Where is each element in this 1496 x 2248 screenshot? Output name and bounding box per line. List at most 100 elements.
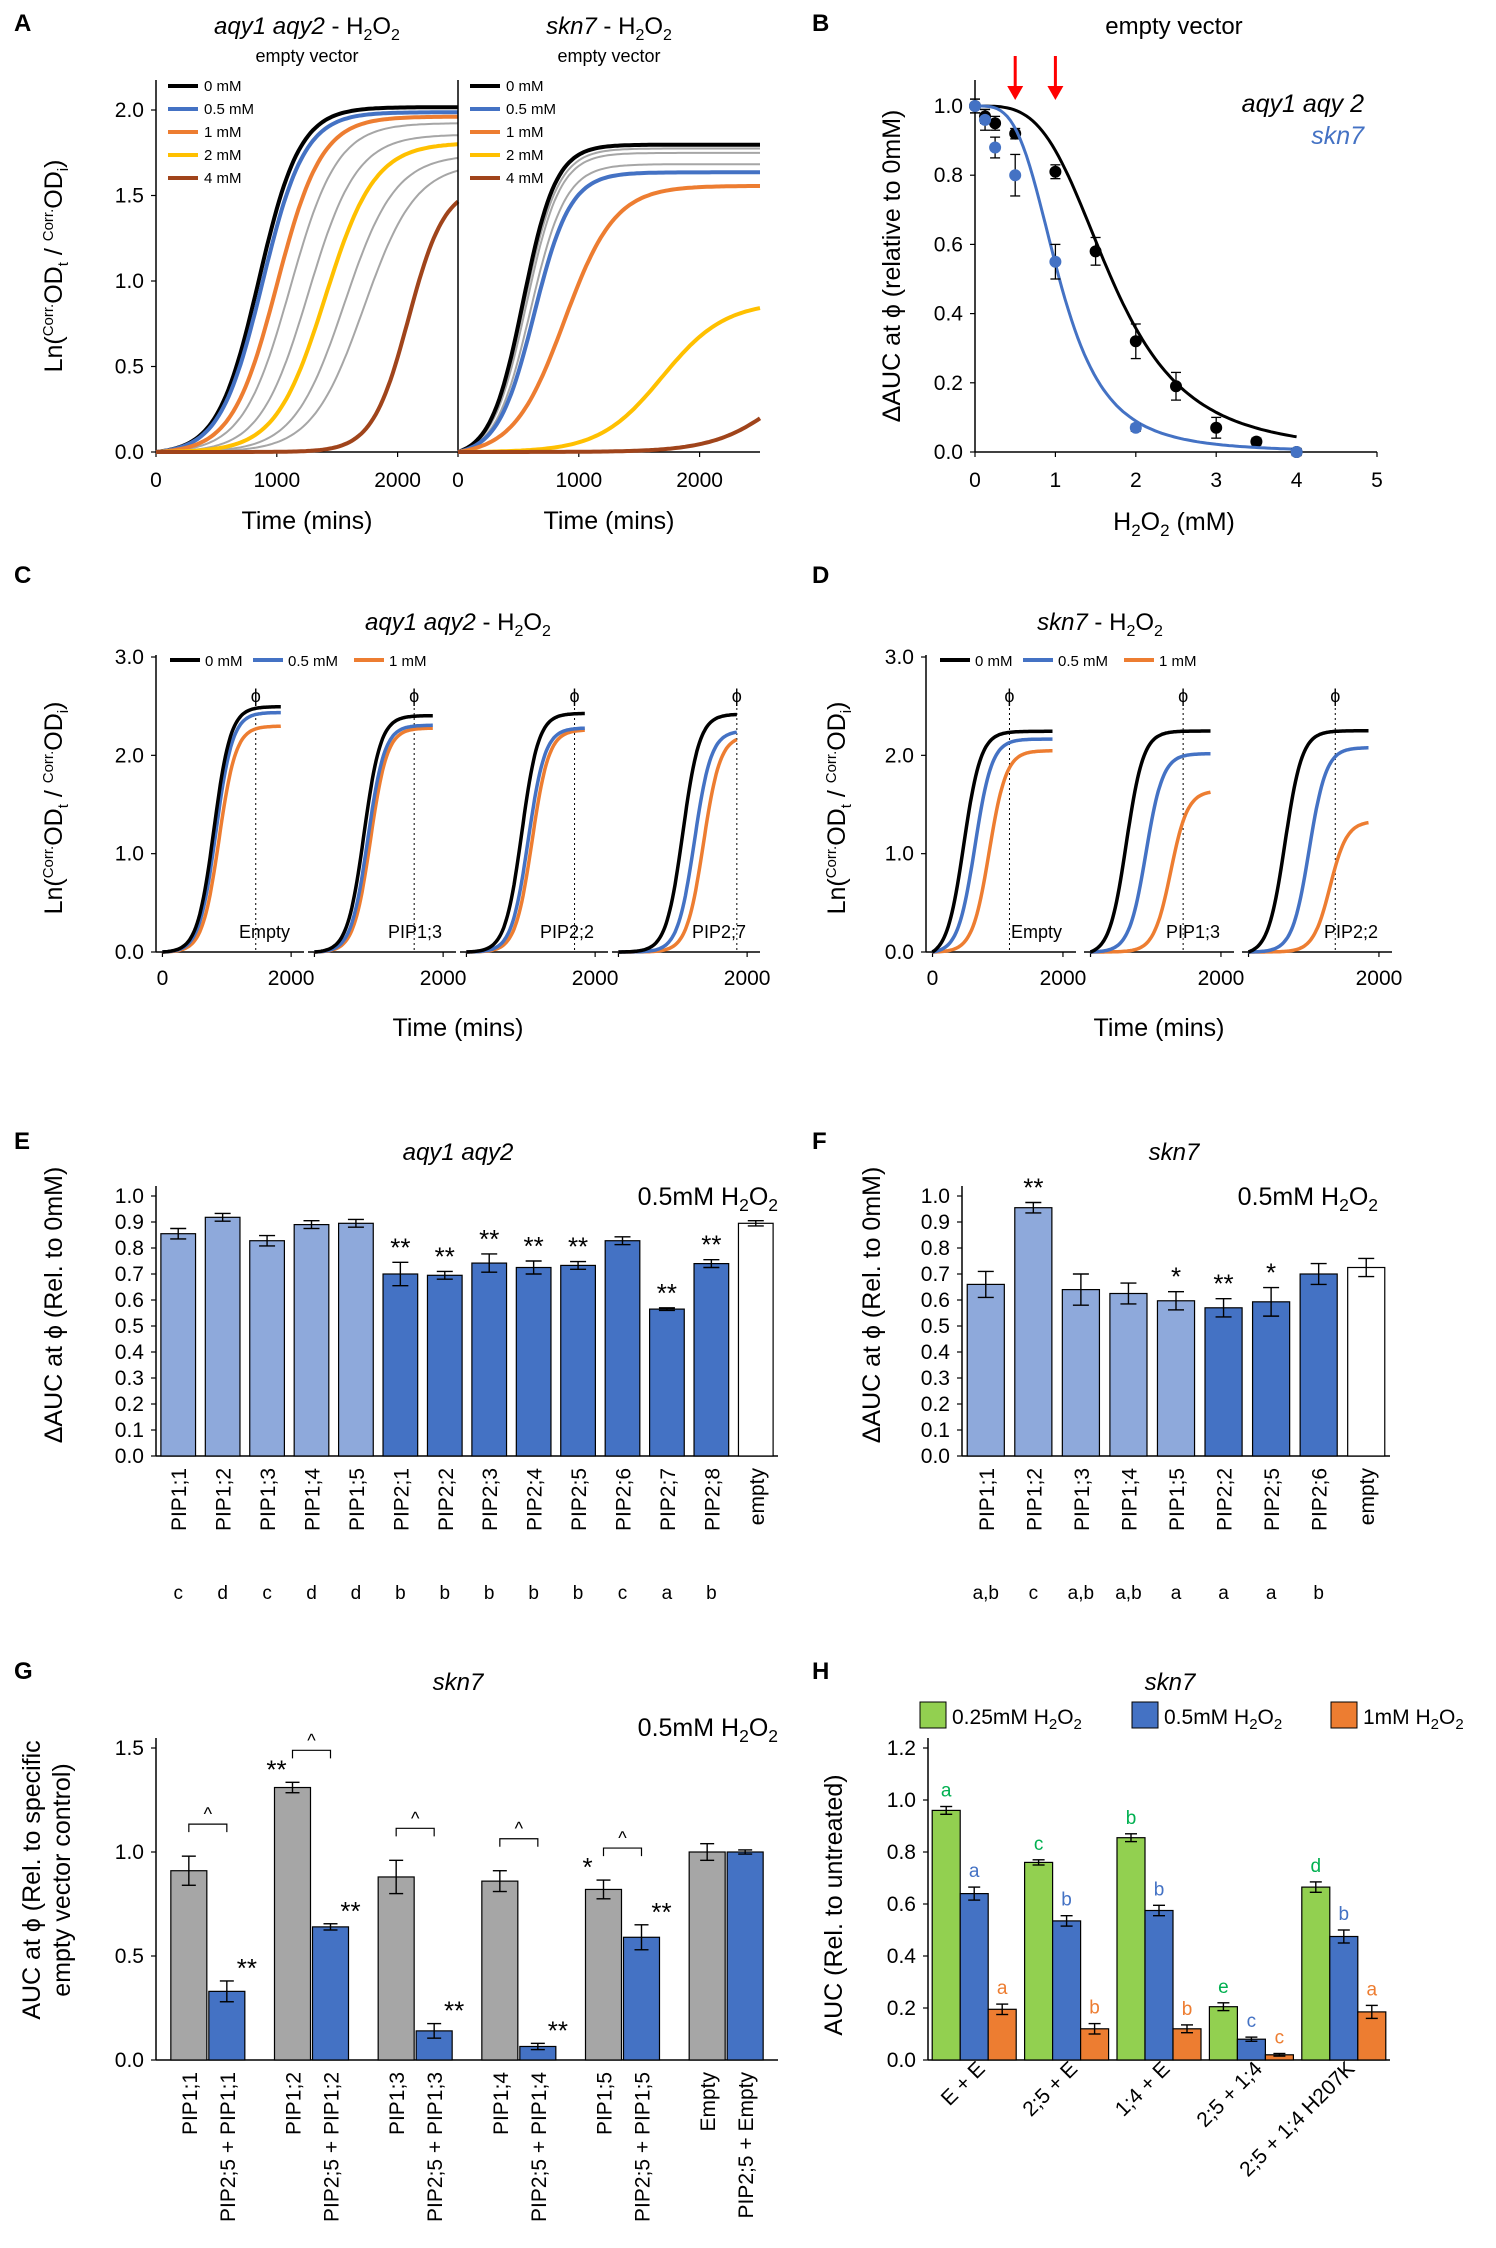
y-tick-label: 1.5 — [115, 185, 144, 208]
legend-label: 0 mM — [975, 653, 1013, 670]
significance-mark: ** — [390, 1232, 410, 1262]
significance-mark: ** — [1213, 1269, 1233, 1299]
y-tick-label: 1.0 — [887, 1789, 916, 1812]
x-tick-label: 2000 — [724, 967, 771, 990]
x-axis-label: Time (mins) — [1093, 1014, 1224, 1042]
bar — [1299, 1273, 1338, 1457]
annotation: 0.5mM H2O2 — [638, 1183, 778, 1215]
bar — [1251, 1301, 1291, 1457]
bar — [1156, 1300, 1196, 1457]
x-tick-label: 2000 — [572, 967, 619, 990]
data-point — [1170, 380, 1182, 393]
significance-mark: ** — [651, 1897, 671, 1927]
group-letter: c — [173, 1583, 183, 1604]
x-category-label: 2;5 + 1;4 — [1192, 2057, 1267, 2132]
group-letter: b — [1154, 1879, 1165, 1900]
legend-label-skn7: skn7 — [1311, 122, 1365, 150]
x-category-label: PIP2;5 + PIP1;2 — [321, 2072, 344, 2222]
legend-label: 1mM H2O2 — [1363, 1706, 1464, 1733]
bar — [293, 1223, 330, 1457]
phi-label: ϕ — [251, 686, 261, 706]
x-category-label: PIP1;3 — [386, 2072, 409, 2135]
significance-mark: ** — [444, 1996, 464, 2026]
group-letter: a — [969, 1861, 980, 1882]
bar — [1172, 2028, 1202, 2061]
x-tick-label: 0 — [150, 469, 162, 492]
data-point — [1049, 165, 1062, 178]
x-category-label: PIP2;1 — [390, 1468, 413, 1531]
y-axis-label: ΔAUC at ϕ (relative to 0mM) — [878, 110, 906, 423]
x-tick-label: 5 — [1371, 469, 1383, 492]
phi-label: ϕ — [1178, 686, 1188, 706]
x-category-label: PIP2;2 — [435, 1468, 458, 1531]
legend-label: 2 mM — [506, 147, 544, 164]
y-tick-label: 2.0 — [115, 744, 144, 767]
bar — [966, 1283, 1005, 1457]
x-tick-label: 1 — [1050, 469, 1062, 492]
curve-orange — [932, 749, 1053, 954]
panel-label-H: H — [812, 1658, 829, 1685]
legend-label: 0.5 mM — [288, 653, 338, 670]
panel-label-F: F — [812, 1128, 827, 1155]
x-category-label: PIP1;3 — [1071, 1468, 1094, 1531]
subpanel-label: Empty — [239, 922, 290, 942]
bar — [338, 1222, 374, 1457]
data-point — [1089, 245, 1102, 258]
y-tick-label: 1.0 — [921, 1185, 950, 1208]
y-tick-label: 0.2 — [887, 1997, 916, 2020]
y-tick-label: 0.4 — [115, 1341, 145, 1364]
group-letter: c — [1034, 1834, 1044, 1855]
x-category-label: E + E — [937, 2057, 990, 2110]
legend-label: 0.25mM H2O2 — [952, 1706, 1082, 1733]
x-category-label: 1;4 + E — [1111, 2057, 1175, 2121]
significance-mark: ** — [568, 1232, 588, 1262]
x-category-label: PIP2;3 — [479, 1468, 502, 1531]
x-category-label: 2;5 + E — [1018, 2057, 1082, 2121]
group-letter: b — [1339, 1904, 1350, 1925]
legend-label: 2 mM — [204, 147, 242, 164]
x-category-label: PIP2;5 + PIP1;4 — [528, 2072, 551, 2222]
curve-black — [162, 705, 281, 954]
curve-4-mM — [458, 416, 762, 454]
x-category-label: PIP1;4 — [1118, 1468, 1141, 1531]
x-category-label: PIP1;5 — [594, 2072, 617, 2135]
curve-black — [1089, 729, 1211, 954]
panel-C-y-label: Ln(Corr.ODt / Corr.ODi) — [40, 702, 72, 915]
significance-mark: * — [1266, 1258, 1276, 1288]
y-axis-label: ΔAUC at ϕ (Rel. to 0mM) — [858, 1167, 886, 1444]
group-letter: a,b — [1068, 1583, 1094, 1604]
y-axis-label: ΔAUC at ϕ (Rel. to 0mM) — [40, 1167, 68, 1444]
data-point — [1290, 446, 1303, 458]
panel-B-title: empty vector — [1105, 13, 1242, 40]
bar — [160, 1233, 197, 1457]
group-letter: c — [262, 1583, 272, 1604]
bracket-mark: ^ — [618, 1828, 627, 1848]
bar — [311, 1926, 350, 2061]
x-category-label: PIP2;4 — [524, 1468, 547, 1531]
y-tick-label: 0.3 — [115, 1367, 144, 1390]
group-letter: c — [1029, 1583, 1039, 1604]
comparison-bracket — [291, 1749, 332, 1759]
panel-A-title-2: skn7 - H2O2 — [546, 13, 672, 44]
x-category-label: PIP1;5 — [346, 1468, 369, 1531]
panel-H-title: skn7 — [1145, 1669, 1197, 1696]
x-tick-label: 3 — [1210, 469, 1222, 492]
bar — [1208, 2006, 1239, 2061]
y-tick-label: 3.0 — [885, 646, 914, 669]
y-tick-label: 0.0 — [921, 1445, 950, 1468]
group-letter: b — [573, 1583, 584, 1604]
phi-label: ϕ — [732, 686, 742, 706]
group-letter: d — [217, 1583, 228, 1604]
chart-G: 0.0 0.5 1.0 1.5 PIP1;1 ** PIP2;5 + PIP1;1 ^ ** PI… — [18, 1669, 778, 2222]
panel-A-subtitle-2: empty vector — [557, 46, 660, 66]
x-tick-label: 2 — [1130, 469, 1142, 492]
x-axis-label: H2O2 (mM) — [1113, 508, 1235, 540]
bar — [931, 1809, 961, 2061]
panel-A-y-label: Ln(Corr.ODt / Corr.ODi) — [40, 160, 72, 373]
data-point — [1210, 421, 1223, 434]
subpanel-label: PIP1;3 — [1166, 922, 1220, 942]
y-tick-label: 3.0 — [115, 646, 144, 669]
y-tick-label: 0.6 — [934, 233, 963, 256]
group-letter: b — [1182, 1999, 1193, 2020]
annotation: 0.5mM H2O2 — [1238, 1183, 1378, 1215]
